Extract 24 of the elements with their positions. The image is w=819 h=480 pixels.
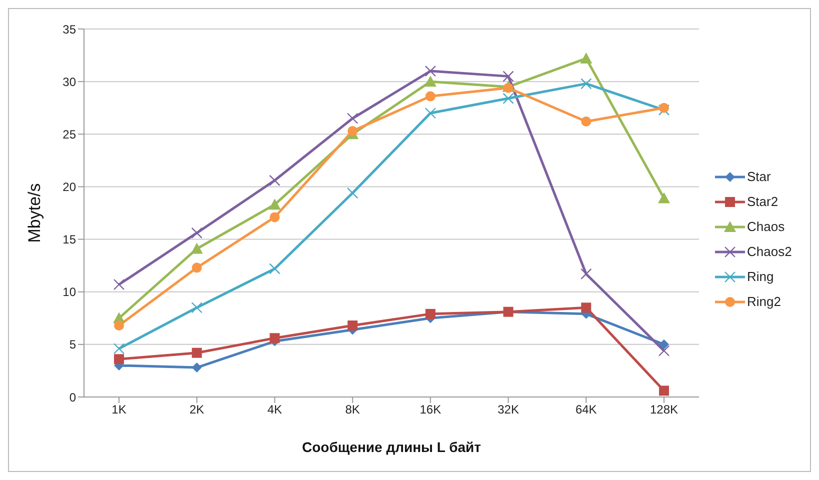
legend-label: Chaos2 (747, 244, 792, 259)
x-tick-label: 64K (575, 402, 597, 417)
y-tick-label: 5 (69, 338, 76, 352)
y-tick-label: 15 (62, 232, 76, 247)
y-axis-title: Mbyte/s (25, 183, 44, 243)
y-tick-label: 0 (69, 390, 76, 404)
x-tick-label: 16K (420, 402, 442, 417)
x-tick-label: 2K (190, 402, 204, 417)
y-tick-label: 10 (62, 285, 76, 300)
legend-label: Ring (747, 269, 774, 284)
y-tick-label: 20 (62, 180, 76, 194)
x-tick-label: 128K (650, 402, 678, 417)
x-tick-label: 4K (267, 402, 282, 417)
y-tick-label: 35 (62, 22, 76, 36)
legend-label: Ring2 (747, 294, 781, 309)
x-tick-label: 1K (112, 402, 126, 417)
y-tick-label: 25 (62, 127, 76, 142)
x-tick-label: 8K (345, 402, 360, 417)
legend-label: Chaos (747, 219, 785, 234)
legend-label: Star2 (747, 194, 778, 209)
x-axis-title: Сообщение длины L байт (302, 439, 482, 455)
x-tick-label: 32K (498, 402, 519, 417)
legend-label: Star (747, 169, 771, 184)
y-tick-label: 30 (62, 74, 76, 89)
